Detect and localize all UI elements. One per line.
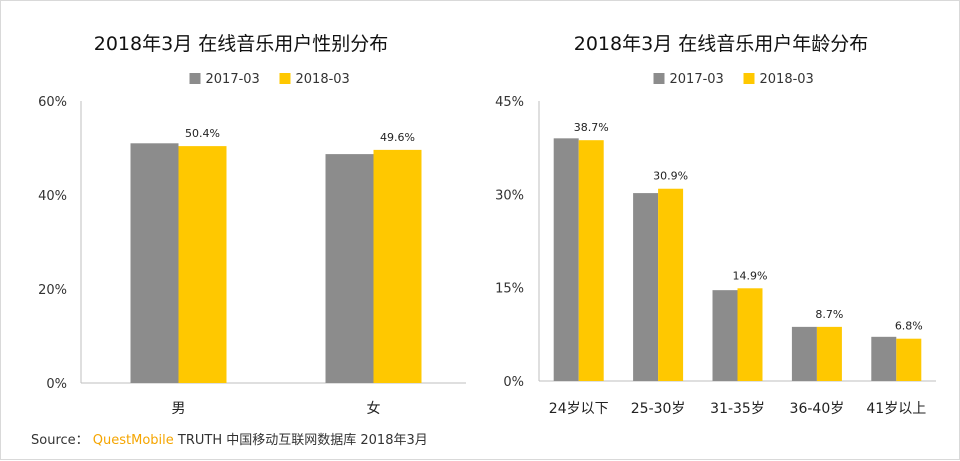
source-note: Source： QuestMobile TRUTH 中国移动互联网数据库 201… [31, 429, 428, 448]
chart1-bar-2018-03-0 [178, 146, 227, 383]
chart1-y-tick: 60% [38, 95, 67, 110]
chart2-category-label: 24岁以下 [549, 401, 609, 417]
chart2-category-label: 31-35岁 [710, 401, 765, 417]
chart2-bar-2018-03-2 [737, 288, 763, 381]
chart2-bar-2017-03-0 [553, 138, 579, 381]
chart2-category-label: 41岁以上 [866, 401, 926, 417]
chart1-bar-2017-03-1 [325, 154, 374, 383]
chart1-y-tick: 0% [46, 377, 67, 392]
chart1-data-label: 50.4% [185, 127, 220, 140]
chart1-legend-label: 2018-03 [296, 72, 350, 87]
chart2-legend-swatch-2017-03 [653, 73, 665, 84]
chart1-bar-2017-03-0 [130, 143, 179, 383]
chart2-bar-2018-03-1 [658, 188, 684, 381]
chart2-y-tick: 30% [495, 188, 524, 203]
chart2-title: 2018年3月 在线音乐用户年龄分布 [574, 33, 868, 55]
source-brand: QuestMobile [92, 433, 174, 448]
chart1-y-tick: 40% [38, 189, 67, 204]
chart2-legend-label: 2018-03 [760, 72, 814, 87]
chart1-y-tick: 20% [38, 283, 67, 298]
chart1-category-label: 女 [367, 400, 381, 417]
chart2-category-label: 36-40岁 [790, 401, 845, 417]
chart2-data-label: 8.7% [815, 308, 843, 321]
chart2-bar-2017-03-4 [871, 336, 897, 381]
chart2-y-tick: 15% [495, 282, 524, 297]
chart1-data-label: 49.6% [380, 131, 415, 144]
chart2-legend-label: 2017-03 [670, 72, 724, 87]
chart2-y-tick: 0% [503, 375, 524, 390]
chart2-bar-2018-03-0 [578, 140, 604, 381]
chart1-title: 2018年3月 在线音乐用户性别分布 [94, 33, 388, 55]
chart1-legend-swatch-2018-03 [279, 73, 291, 84]
chart2-data-label: 38.7% [574, 121, 609, 134]
chart2-data-label: 14.9% [733, 269, 768, 282]
chart1-category-label: 男 [172, 401, 186, 417]
chart2-bar-2017-03-2 [712, 290, 738, 381]
chart2-data-label: 6.8% [895, 320, 923, 333]
chart2-y-tick: 45% [495, 95, 524, 110]
chart1-legend-swatch-2017-03 [189, 73, 201, 84]
chart2-bar-2017-03-3 [791, 326, 817, 381]
chart2-bar-2017-03-1 [633, 193, 659, 381]
chart2-bar-2018-03-3 [816, 326, 842, 381]
chart2-category-label: 25-30岁 [631, 401, 686, 417]
chart1-legend-label: 2017-03 [206, 72, 260, 87]
chart1-bar-2018-03-1 [373, 149, 422, 383]
source-text: TRUTH 中国移动互联网数据库 2018年3月 [177, 433, 428, 448]
chart2-data-label: 30.9% [653, 170, 688, 183]
chart2-legend-swatch-2018-03 [743, 73, 755, 84]
source-prefix: Source： [31, 433, 89, 448]
chart2-bar-2018-03-4 [896, 338, 922, 381]
